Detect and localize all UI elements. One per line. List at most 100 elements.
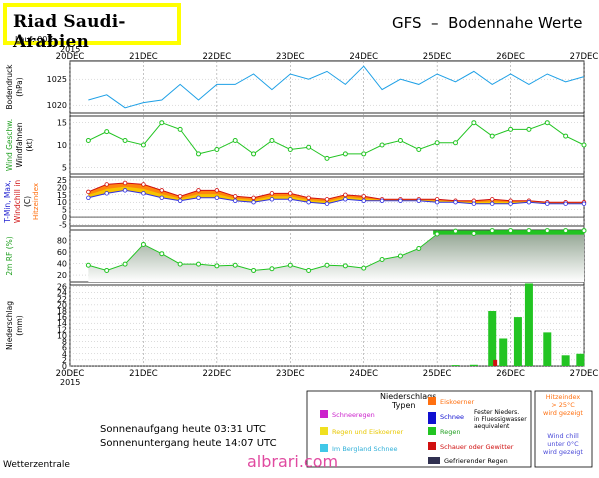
heat-index-note: > 25°C <box>551 401 575 409</box>
top-xtick: 24DEC <box>349 52 378 62</box>
location-title: Riad Saudi-Arabien <box>13 12 126 52</box>
tmin-point <box>141 191 146 196</box>
panel-2-ytick: 0 <box>62 213 67 222</box>
precip-bar <box>499 338 508 366</box>
tmin-point <box>526 200 532 205</box>
panel-2-ytick: 5 <box>62 206 67 215</box>
legend-swatch <box>428 412 436 424</box>
heat-index-note: wird gezeigt <box>543 409 583 417</box>
precip-bar <box>469 364 478 366</box>
panel-4-ytick: 12 <box>57 325 67 334</box>
panel-4-ytick: 24 <box>57 289 67 298</box>
tmin-point <box>233 198 238 203</box>
bottom-xtick: 23DEC <box>276 369 305 379</box>
legend-box <box>306 390 532 468</box>
rh-point <box>544 228 550 234</box>
legend-swatch <box>320 444 328 452</box>
tmax-point <box>122 180 128 186</box>
wind-speed-point <box>324 155 330 161</box>
location-title-box: Riad Saudi-Arabien Lauf: 00Z <box>3 3 181 52</box>
panel-1-ylabel: Windfahnen <box>15 122 24 167</box>
wind-speed-point <box>397 138 403 144</box>
tmin-point <box>159 195 164 200</box>
wind-speed-point <box>563 133 569 139</box>
product-title: GFS – Bodennahe Werte <box>392 14 583 32</box>
tmin-point <box>177 198 183 203</box>
wind-speed-point <box>196 151 201 157</box>
rh-point <box>434 231 440 237</box>
panel-2-ylabel: (C) <box>23 196 32 207</box>
rh-point <box>397 253 403 259</box>
bottom-xtick: 25DEC <box>423 369 452 379</box>
panel-4-ytick: 10 <box>57 331 67 340</box>
bottom-xtick: 24DEC <box>349 369 378 379</box>
tmax-point <box>177 194 183 199</box>
panel-4-frame <box>69 284 585 367</box>
top-xtick: 23DEC <box>276 52 305 62</box>
legend-subtitle: Typen <box>391 401 415 410</box>
legend-label: Regen <box>440 428 460 436</box>
panel-4-ylabel: Niederschlag <box>5 301 14 350</box>
wind-speed-point <box>434 140 440 146</box>
rh-point <box>416 245 422 251</box>
panel-2-ylabel: Windchill in <box>13 180 22 223</box>
rh-point <box>196 261 201 267</box>
panel-0-ytick: 1020 <box>47 101 67 110</box>
panel-1-ylabel: Wind Geschw. <box>5 119 14 171</box>
tmax-point <box>141 182 146 187</box>
top-xtick: 26DEC <box>496 52 525 62</box>
tmin-point <box>122 188 128 193</box>
wind-speed-point <box>544 120 550 126</box>
year-top: 2015 <box>60 45 80 54</box>
tmin-point <box>361 198 366 203</box>
rh-point <box>379 256 385 262</box>
legend-label: Im Bergland Schnee <box>332 445 398 453</box>
rh-point <box>324 262 330 268</box>
panel-2-ytick: -5 <box>59 221 67 230</box>
wind-speed-point <box>85 138 91 144</box>
wind-speed-point <box>214 146 220 152</box>
rh-point <box>471 230 477 236</box>
wind-speed-point <box>269 138 275 144</box>
legend-title: Niederschlags <box>380 392 436 401</box>
legend-label: Schneeregen <box>332 411 375 419</box>
tmin-point <box>563 201 568 206</box>
model-run: Lauf: 00Z <box>15 35 53 44</box>
legend-label: Schauer oder Gewitter <box>440 443 514 451</box>
rh-point <box>269 266 275 272</box>
wind-speed-point <box>251 151 257 157</box>
panel-0-ylabel: (hPa) <box>15 77 24 96</box>
wind-speed-point <box>122 138 128 144</box>
panel-4-ytick: 14 <box>57 319 67 328</box>
wind-speed-point <box>140 142 146 148</box>
tmin-point <box>453 200 458 205</box>
temp-band-orange <box>88 182 584 203</box>
tmax-point <box>288 191 293 196</box>
panel-0-ylabel: Bodendruck <box>5 64 14 110</box>
legend-label: Gefrierender Regen <box>444 457 508 465</box>
legend-equiv-note: Fester Nieders. <box>474 409 519 416</box>
panel-2-ytick: 10 <box>57 198 67 207</box>
tmin-point <box>581 201 587 206</box>
panel-4-ytick: 2 <box>62 356 67 365</box>
top-xtick: 25DEC <box>423 52 452 62</box>
tmax-point <box>86 189 91 195</box>
rh-point <box>232 262 238 268</box>
wind-chill-note: unter 0°C <box>547 440 579 448</box>
tmin-point <box>343 197 348 202</box>
panel-3-ylabel: 2m RF (%) <box>5 236 14 275</box>
tmin-point <box>379 198 385 203</box>
tmax-point <box>269 191 275 196</box>
wind-speed-point <box>159 120 165 126</box>
panel-1-ytick: 5 <box>62 163 67 172</box>
tmin-line <box>88 189 584 205</box>
tmax-point <box>361 194 366 199</box>
panel-0-frame <box>69 60 585 114</box>
panel-0-ytick: 1025 <box>47 75 67 84</box>
panel-4-ylabel: (mm) <box>15 315 24 336</box>
rh-point <box>177 261 183 267</box>
rh-point <box>342 263 348 269</box>
rh-point <box>581 228 587 234</box>
wind-speed-point <box>104 129 110 135</box>
rh-point <box>306 267 312 273</box>
